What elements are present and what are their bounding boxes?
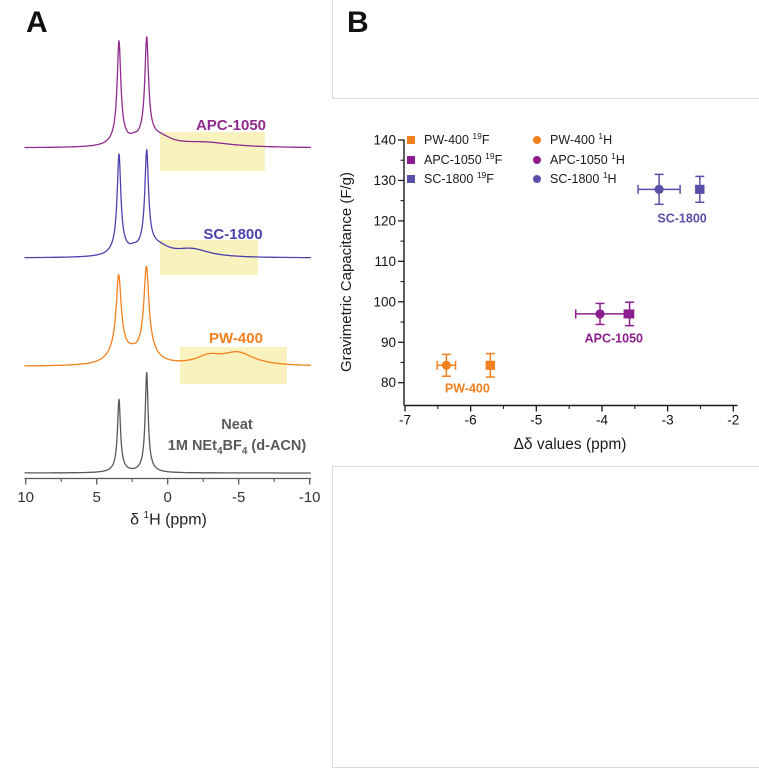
data-point-pw-400-1h <box>441 360 451 370</box>
nmr-x-tick-label: -10 <box>299 489 321 506</box>
nmr-x-tick-label: -5 <box>232 489 245 506</box>
legend-item-label: SC-1800 19F <box>424 169 494 186</box>
legend-item-sc-1800-1h: SC-1800 1H <box>533 169 625 188</box>
scatter-x-tick-label: -4 <box>596 413 608 428</box>
trace-label-apc-1050: APC-1050 <box>195 117 267 134</box>
nmr-x-tick-label: 0 <box>164 489 172 506</box>
annotation-apc-1050: APC-1050 <box>585 331 643 345</box>
annotation-pw-400: PW-400 <box>445 381 490 395</box>
scatter-y-tick-label: 90 <box>381 335 396 350</box>
figure-svg: 10 5 0 -5 -10 80 90 100 110 120 130 140 -7 -6 -5 -4 -3 -… <box>17 36 739 506</box>
legend-square-marker <box>407 136 415 145</box>
legend-item-label: APC-1050 19F <box>424 150 503 167</box>
neat-label-line2: 1M NEt4BF4 (d-ACN) <box>167 438 307 457</box>
capacitance-scatter-plot: 80 90 100 110 120 130 140 -7 -6 -5 -4 -3 -2 PW-400 APC… <box>373 133 739 428</box>
nmr-x-tick-label: 10 <box>17 489 34 506</box>
legend-circle-marker <box>533 155 541 164</box>
panel-a-label: A <box>26 6 48 39</box>
data-point-apc-1050-1h <box>595 309 605 319</box>
nmr-x-axis: 10 5 0 -5 -10 <box>17 477 321 506</box>
series-sc-1800-19f <box>695 175 705 204</box>
nmr-trace-neat-1m-net4bf4-d-acn- <box>24 371 312 474</box>
scatter-y-tick-label: 120 <box>373 213 396 228</box>
legend-item-pw-400-19f: PW-400 19F <box>407 131 533 150</box>
trace-label-neat: Neat 1M NEt4BF4 (d-ACN) <box>156 415 318 462</box>
legend-item-label: SC-1800 1H <box>550 169 617 186</box>
scatter-legend: PW-400 19F APC-1050 19F SC-1800 19F PW-400 … <box>407 131 625 189</box>
scatter-x-tick-label: -6 <box>465 413 477 428</box>
legend-item-label: PW-400 1H <box>550 131 613 148</box>
scatter-axes: 80 90 100 110 120 130 140 -7 -6 -5 -4 -3 -2 <box>373 133 739 428</box>
highlight-region-apc-1050 <box>160 132 265 171</box>
nmr-trace-sc-1800 <box>24 149 312 259</box>
series-apc-1050-19f <box>624 301 635 327</box>
legend-column-2: PW-400 1H APC-1050 1H SC-1800 1H <box>533 131 625 189</box>
legend-circle-marker <box>533 174 541 183</box>
panel-b-label: B <box>347 6 369 39</box>
legend-item-sc-1800-19f: SC-1800 19F <box>407 169 533 188</box>
scatter-y-axis-title: Gravimetric Capacitance (F/g) <box>338 172 355 372</box>
nmr-spectra-plot: 10 5 0 -5 -10 <box>17 36 321 506</box>
data-point-sc-1800-1h <box>654 184 664 194</box>
series-sc-1800-1h <box>637 173 681 206</box>
legend-item-apc-1050-19f: APC-1050 19F <box>407 150 533 169</box>
data-point-apc-1050-19f <box>625 309 635 319</box>
scatter-x-tick-label: -5 <box>530 413 542 428</box>
nmr-trace-pw-400 <box>24 265 312 367</box>
scatter-y-tick-label: 100 <box>373 294 396 309</box>
nmr-trace-apc-1050 <box>24 36 312 149</box>
scatter-y-tick-label: 140 <box>373 133 396 148</box>
scatter-x-tick-label: -2 <box>727 413 739 428</box>
legend-circle-marker <box>533 136 541 145</box>
placeholder-box-top <box>332 0 759 99</box>
nmr-x-tick-label: 5 <box>93 489 101 506</box>
neat-label-line1: Neat <box>221 417 253 433</box>
scatter-y-tick-label: 130 <box>373 173 396 188</box>
data-point-pw-400-19f <box>485 360 495 370</box>
legend-square-marker <box>407 155 415 164</box>
legend-item-pw-400-1h: PW-400 1H <box>533 131 625 150</box>
nmr-x-axis-title: δ 1H (ppm) <box>130 510 207 529</box>
data-point-sc-1800-19f <box>695 184 705 194</box>
series-pw-400-1h <box>436 353 457 377</box>
annotation-sc-1800: SC-1800 <box>657 212 706 226</box>
series-apc-1050-1h <box>574 302 626 326</box>
scatter-x-tick-label: -3 <box>662 413 674 428</box>
legend-item-label: APC-1050 1H <box>550 150 625 167</box>
legend-item-label: PW-400 19F <box>424 131 490 148</box>
legend-item-apc-1050-1h: APC-1050 1H <box>533 150 625 169</box>
highlight-region-sc-1800 <box>160 240 258 275</box>
trace-label-sc-1800: SC-1800 <box>203 226 263 243</box>
legend-square-marker <box>407 174 415 183</box>
scatter-y-tick-label: 80 <box>381 375 396 390</box>
highlight-region-pw-400 <box>180 347 287 384</box>
trace-label-pw-400: PW-400 <box>209 330 263 347</box>
series-pw-400-19f <box>485 352 496 378</box>
figure-canvas: A B 10 5 0 -5 -10 80 90 100 110 120 130 140 -7 -6 -5 -… <box>17 0 759 768</box>
scatter-x-tick-label: -7 <box>399 413 411 428</box>
scatter-x-axis-title: Δδ values (ppm) <box>514 436 627 453</box>
legend-column-1: PW-400 19F APC-1050 19F SC-1800 19F <box>407 131 533 189</box>
scatter-y-tick-label: 110 <box>374 254 396 269</box>
